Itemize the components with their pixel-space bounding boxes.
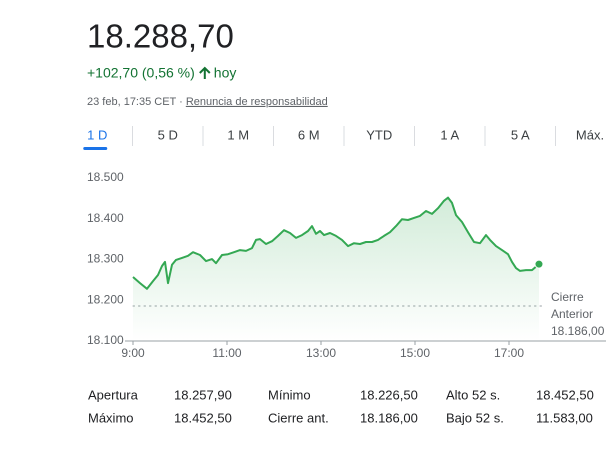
up-arrow-icon [199, 66, 211, 79]
price-line [132, 196, 540, 290]
price-area [133, 197, 539, 341]
x-tick-label: 13:00 [306, 346, 336, 360]
range-tab[interactable]: 1 D [87, 127, 107, 142]
x-tick-label: 11:00 [212, 346, 241, 360]
stat-label: Alto 52 s. [446, 387, 500, 402]
range-tab[interactable]: 1 M [227, 127, 249, 142]
period: hoy [214, 65, 237, 81]
previous-close-value: 18.186,00 [551, 324, 605, 338]
stat-label: Cierre ant. [268, 410, 329, 425]
stat-value: 18.257,90 [174, 387, 232, 402]
y-tick-label: 18.100 [87, 333, 124, 347]
y-tick-label: 18.200 [87, 292, 124, 306]
stat-value: 11.583,00 [536, 410, 593, 425]
stat-value: 18.452,50 [536, 387, 594, 402]
y-tick-label: 18.400 [87, 211, 124, 225]
range-tab[interactable]: 6 M [298, 127, 320, 142]
stat-label: Mínimo [268, 387, 311, 402]
stat-label: Bajo 52 s. [446, 410, 504, 425]
range-tab[interactable]: 5 D [158, 127, 178, 142]
price: 18.288,70 [87, 18, 234, 55]
range-tab[interactable]: YTD [366, 127, 392, 142]
x-tick-label: 17:00 [494, 346, 524, 360]
timestamp: 23 feb, 17:35 CET · [87, 96, 183, 108]
change: +102,70 (0,56 %) [87, 65, 195, 81]
selected-tab-underline [83, 147, 108, 150]
previous-close-label: Cierre [551, 290, 584, 304]
range-tab[interactable]: 1 A [440, 127, 459, 142]
x-tick-label: 15:00 [400, 346, 430, 360]
disclaimer-link[interactable]: Renuncia de responsabilidad [186, 96, 328, 108]
y-tick-label: 18.500 [87, 170, 124, 184]
y-tick-label: 18.300 [87, 252, 124, 266]
range-tab[interactable]: Máx. [576, 127, 604, 142]
stat-label: Apertura [88, 387, 139, 402]
x-tick-label: 9:00 [121, 346, 145, 360]
stat-value: 18.452,50 [174, 410, 232, 425]
stat-label: Máximo [88, 410, 134, 425]
previous-close-label: Anterior [551, 307, 593, 321]
current-price-dot [534, 259, 544, 269]
stat-value: 18.186,00 [360, 410, 418, 425]
range-tab[interactable]: 5 A [511, 127, 530, 142]
stat-value: 18.226,50 [360, 387, 418, 402]
